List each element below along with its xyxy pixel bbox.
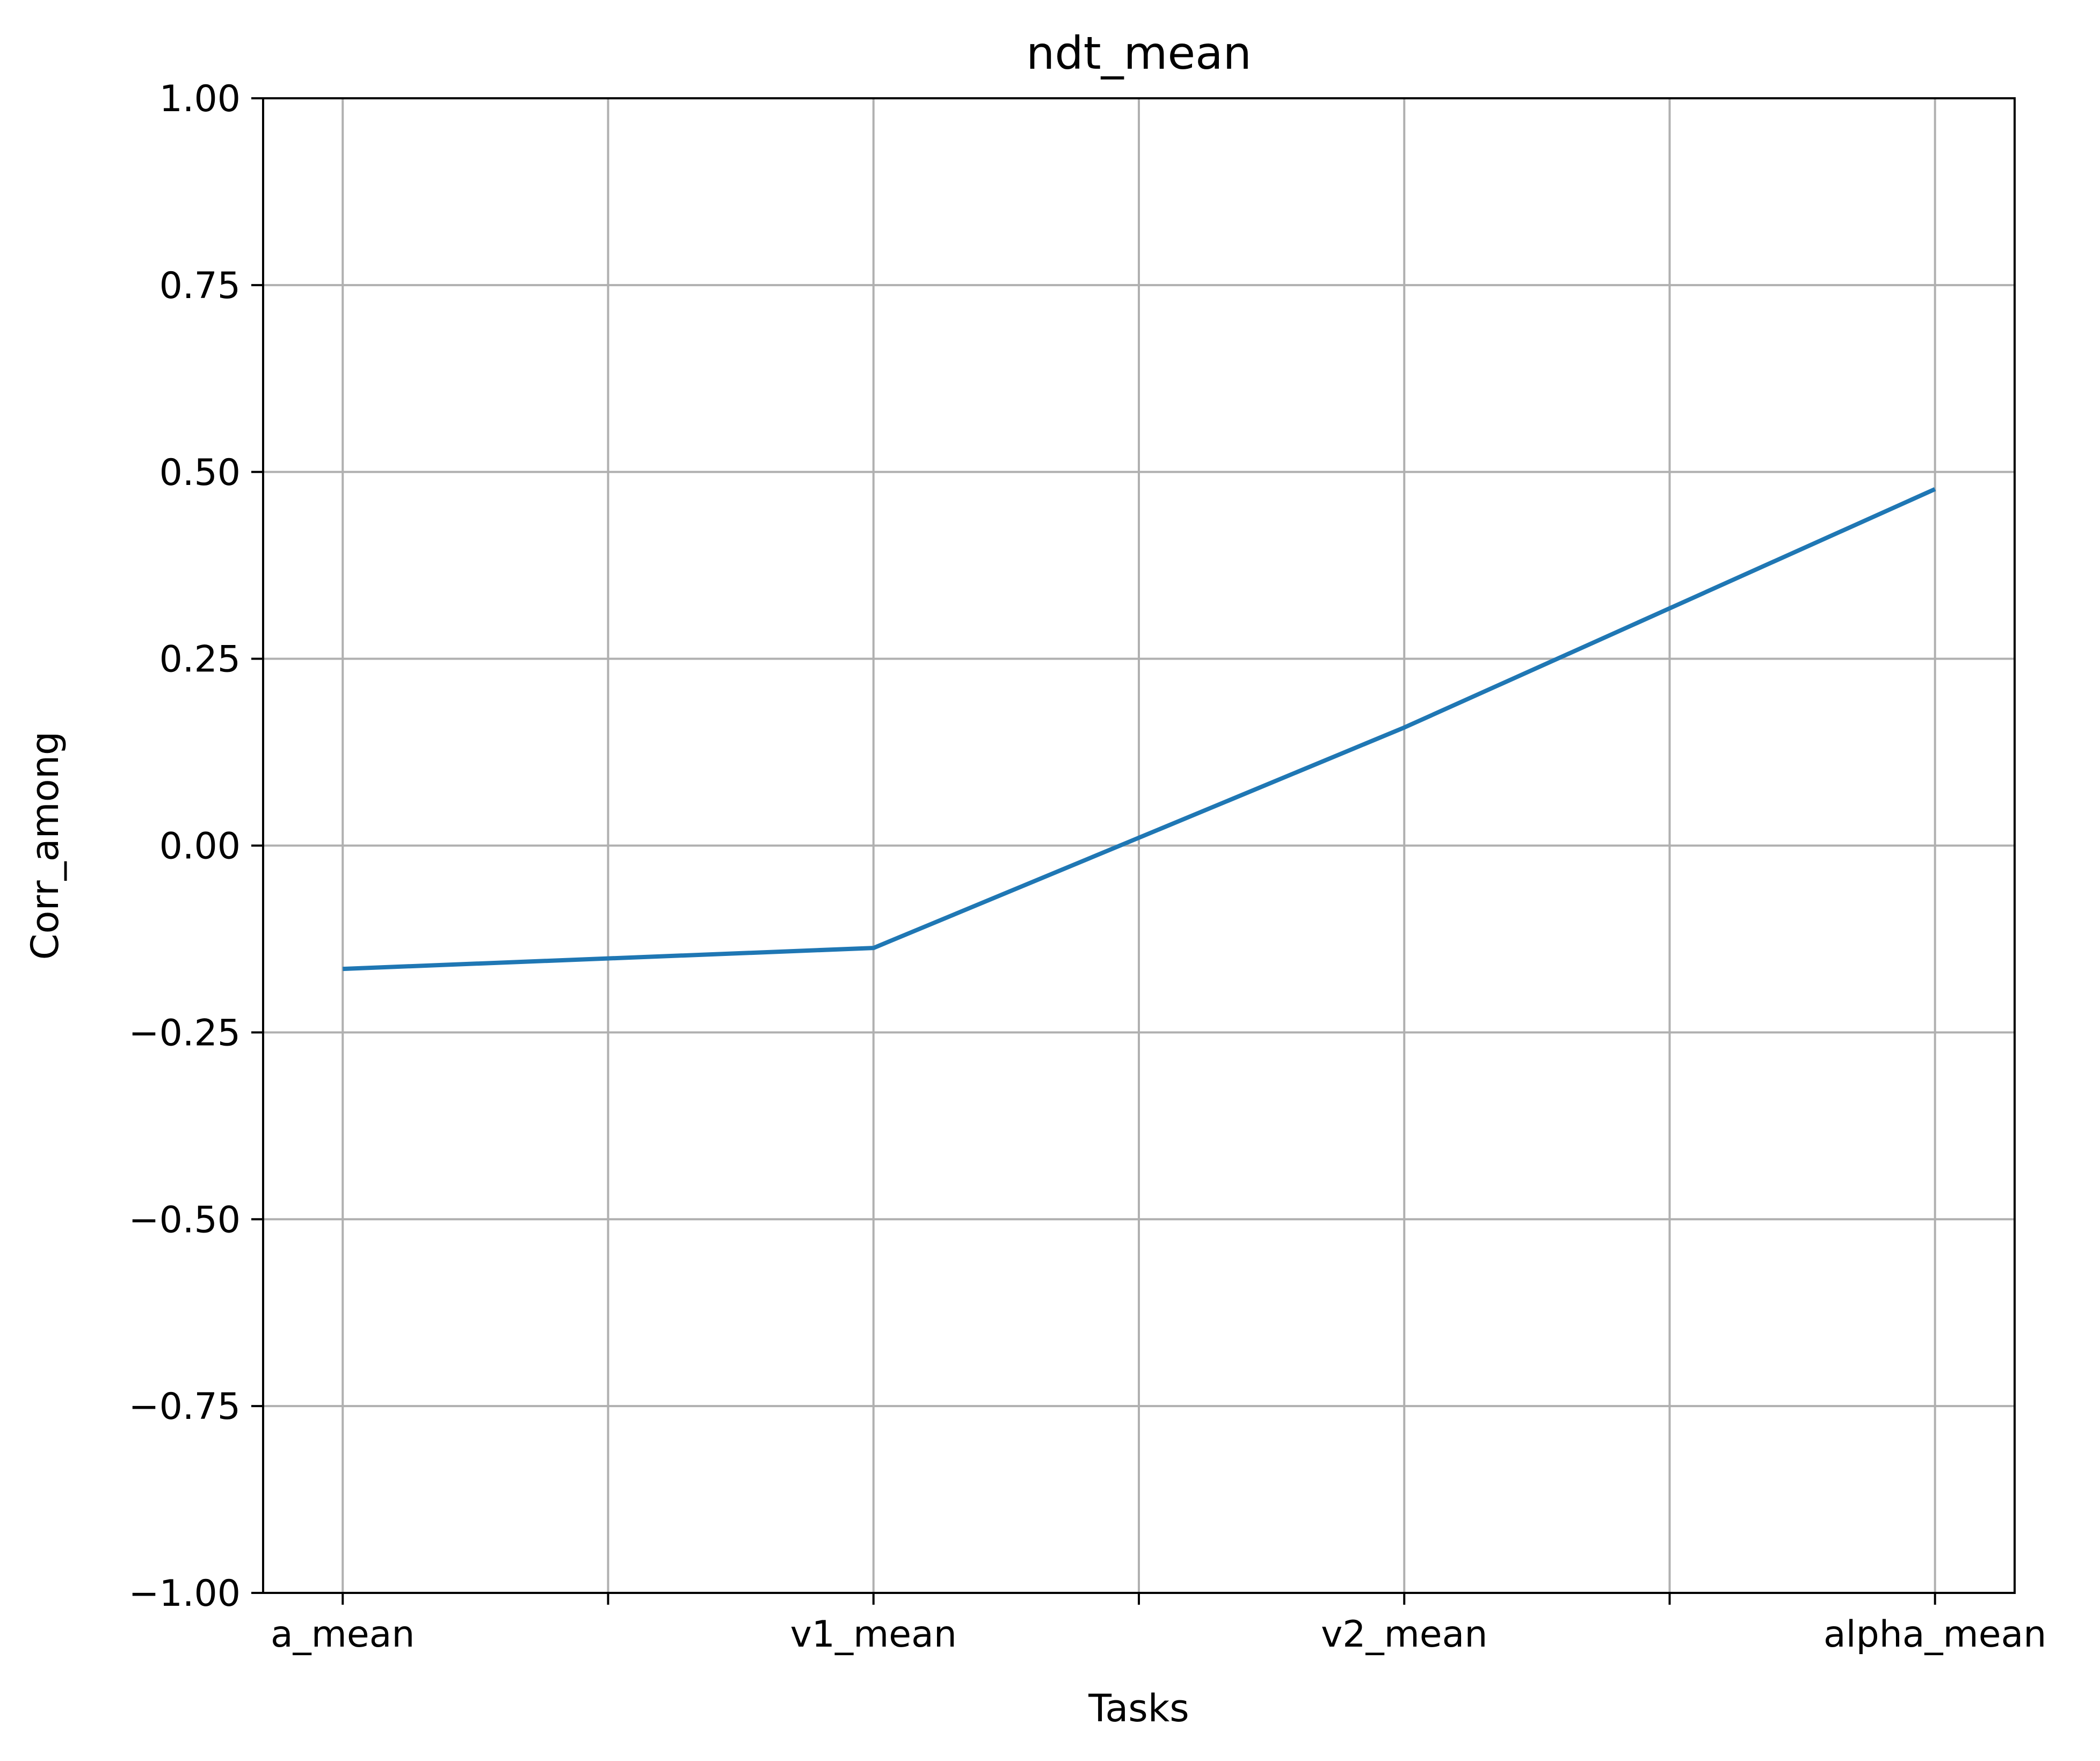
x-axis-label: Tasks: [1088, 1686, 1189, 1730]
y-tick-label: 0.00: [159, 825, 241, 868]
y-tick-label: 0.25: [159, 639, 241, 681]
y-tick-label: 1.00: [159, 78, 241, 120]
x-tick-label: v1_mean: [790, 1613, 957, 1656]
series-layer: [343, 487, 1936, 972]
y-tick-label: 0.75: [159, 265, 241, 307]
grid: [263, 97, 2015, 1594]
x-tick-label: a_mean: [271, 1613, 415, 1656]
y-tick-label: 0.50: [159, 452, 241, 494]
x-tick-label: v2_mean: [1321, 1613, 1487, 1656]
y-tick-label: −0.50: [129, 1199, 241, 1241]
y-tick-label: −1.00: [129, 1572, 241, 1615]
series-line: [343, 487, 1936, 972]
y-tick-label: −0.25: [129, 1012, 241, 1054]
y-tick-label: −0.75: [129, 1386, 241, 1428]
x-tick-label: alpha_mean: [1823, 1613, 2046, 1656]
y-axis: −1.00 −0.75 −0.50 −0.25 0.00 0.25 0.50 0.75 1.00: [129, 78, 263, 1615]
y-axis-label: Corr_among: [23, 731, 67, 960]
x-axis: a_mean v1_mean v2_mean alpha_mean: [271, 1593, 2046, 1656]
chart-title: ndt_mean: [1026, 27, 1252, 79]
